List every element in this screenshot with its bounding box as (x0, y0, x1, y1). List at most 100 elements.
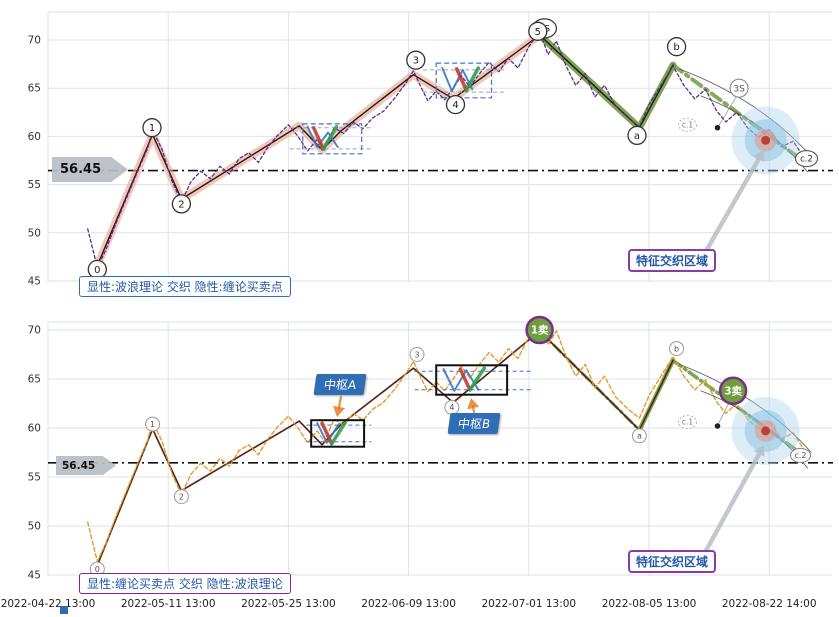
y-tick-label: 70 (28, 325, 41, 337)
point-label-3 (406, 50, 426, 70)
x-tick-label: 2022-08-05 13:00 (602, 598, 697, 610)
point-label-text: 5 (535, 27, 541, 38)
weave-stroke (441, 67, 474, 93)
point-label-text: 1 (149, 123, 155, 134)
point-label-c.1 (678, 415, 697, 430)
x-tick-label: 2022-04-22 13:00 (1, 598, 96, 610)
pivot-a-arrow-head (333, 405, 346, 417)
weave-stroke (458, 367, 472, 392)
weave-region-highlight (761, 135, 771, 145)
point-label-text: 2 (178, 199, 184, 210)
y-tick-label: 50 (28, 521, 41, 533)
x-tick-label: 2022-06-09 13:00 (361, 598, 456, 610)
wave-line-red (97, 330, 674, 564)
point-label-text: a (637, 432, 642, 441)
point-label-a (631, 428, 647, 444)
feature-weave-region-label-top: 特征交织区域 (628, 249, 717, 272)
y-tick-label: 60 (28, 423, 41, 435)
weave-stroke (306, 125, 339, 148)
weave-stroke (311, 125, 326, 151)
x-tick-label: 2022-05-11 13:00 (121, 598, 216, 610)
region-arrow-bottom (699, 449, 763, 561)
marker-dot (714, 423, 721, 429)
point-label-5 (528, 21, 548, 41)
point-label-2 (171, 194, 192, 214)
point-label-text: 4 (449, 403, 454, 412)
point-label-a (627, 125, 647, 146)
weave-stroke (442, 368, 480, 392)
point-label-text: 0 (95, 565, 100, 574)
point-label-c.2 (795, 150, 818, 168)
point-label-text: 4 (452, 100, 458, 111)
feature-weave-region-label-bottom: 特征交织区域 (628, 550, 717, 573)
visible-price-line (86, 320, 808, 562)
point-label-text: 2 (179, 492, 184, 501)
weave-pivot-box (310, 419, 366, 448)
region-arrow-bottom-head (753, 445, 765, 457)
point-label-3S (729, 78, 749, 98)
weave-pivot-box (435, 62, 493, 99)
wave-line (97, 34, 674, 264)
point-label-c.2 (790, 447, 811, 463)
pivot-b-arrow-head (467, 398, 480, 410)
point-label-3 (409, 347, 425, 362)
y-tick-label: 55 (28, 472, 41, 484)
point-label-1 (145, 416, 161, 432)
marker-dot (714, 124, 721, 131)
point-label-1 (142, 118, 162, 138)
y-tick-label: 60 (28, 131, 41, 143)
weave-stroke (321, 125, 339, 151)
weave-stroke (468, 366, 487, 392)
price-level-badge-top: 56.45 (52, 157, 128, 182)
projection-arc (678, 363, 812, 453)
point-label-b (669, 341, 685, 357)
region-arrow-top (699, 154, 763, 261)
weave-stroke (320, 421, 334, 446)
point-label-b (666, 37, 687, 57)
y-tick-label: 70 (28, 35, 41, 47)
weave-stroke (464, 66, 481, 92)
point-label-3卖 (718, 376, 748, 406)
y-tick-label: 45 (28, 570, 41, 582)
x-tick-label: 2022-07-01 13:00 (481, 598, 576, 610)
point-label-text: c.2 (794, 451, 806, 460)
x-tick-label: 2022-05-25 13:00 (241, 598, 336, 610)
price-level-badge-bottom: 56.45 (56, 456, 116, 475)
point-label-text: 1卖 (531, 324, 549, 337)
point-label-2 (173, 489, 189, 505)
point-label-text: a (634, 131, 640, 142)
point-label-text: 3 (413, 56, 419, 67)
point-label-text: c.2 (800, 155, 813, 165)
weave-stroke (454, 67, 469, 92)
hidden-price-line (87, 30, 808, 269)
y-tick-label: 45 (28, 276, 41, 288)
region-arrow-top-head (753, 150, 765, 162)
point-label-text: 0 (94, 265, 100, 276)
point-label-text: b (674, 344, 679, 353)
legend-marker (60, 606, 68, 614)
wave-line-black (98, 330, 674, 563)
y-tick-label: 55 (28, 179, 41, 191)
marker-link (718, 91, 740, 127)
point-label-text: 1 (150, 420, 155, 429)
weave-pivot-box (435, 364, 509, 396)
mode-legend-top: 显性:波浪理论 交织 隐性:缠论买卖点 (79, 276, 291, 297)
weave-region-highlight (761, 426, 771, 436)
point-label-text: c.1 (682, 120, 694, 129)
point-label-text: c.1 (682, 418, 694, 427)
point-label-text: 3卖 (724, 384, 742, 397)
y-tick-label: 65 (28, 374, 41, 386)
weave-pivot-box (302, 123, 363, 155)
weave-stroke (329, 421, 347, 446)
point-label-4 (445, 94, 466, 115)
y-tick-label: 65 (28, 83, 41, 95)
weave-stroke (316, 422, 340, 444)
point-label-1卖 (525, 315, 554, 345)
pivot-a-label: 中枢A (313, 374, 367, 395)
mode-legend-bottom: 显性:缠论买卖点 交织 隐性:波浪理论 (79, 573, 291, 594)
y-tick-label: 50 (28, 227, 41, 239)
x-tick-label: 2022-08-22 14:00 (722, 598, 817, 610)
pivot-b-label: 中枢B (447, 413, 501, 434)
point-label-text: b (673, 42, 679, 53)
